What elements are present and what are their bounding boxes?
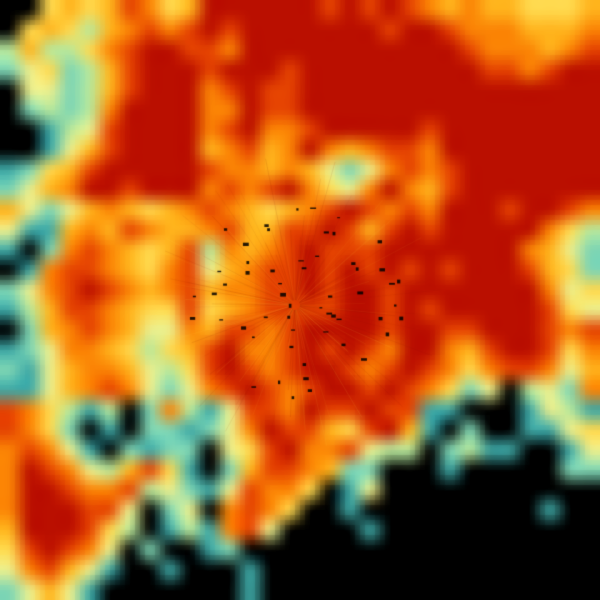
radar-reflectivity-image bbox=[0, 0, 600, 600]
radar-heatmap-canvas bbox=[0, 0, 600, 600]
